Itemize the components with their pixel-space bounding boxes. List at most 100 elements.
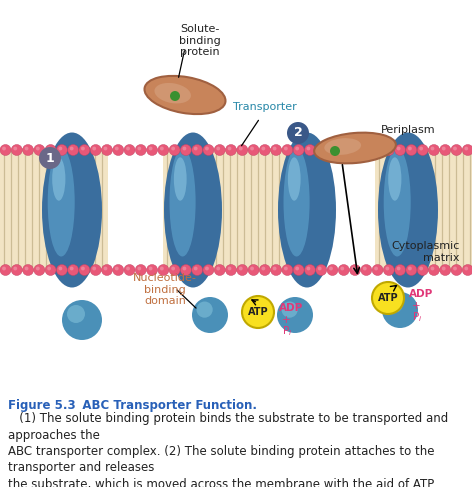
Ellipse shape	[388, 157, 401, 201]
Circle shape	[62, 300, 102, 340]
Circle shape	[47, 147, 51, 150]
Circle shape	[374, 147, 378, 150]
Circle shape	[386, 266, 389, 270]
Circle shape	[417, 145, 428, 155]
Circle shape	[81, 266, 85, 270]
Circle shape	[56, 264, 67, 276]
Circle shape	[47, 266, 51, 270]
Circle shape	[103, 266, 108, 270]
Circle shape	[464, 147, 468, 150]
Ellipse shape	[378, 132, 438, 287]
Circle shape	[90, 264, 101, 276]
Circle shape	[126, 147, 130, 150]
Circle shape	[440, 145, 451, 155]
Ellipse shape	[48, 148, 75, 257]
Circle shape	[464, 266, 468, 270]
Circle shape	[442, 266, 446, 270]
Text: Figure 5.3: Figure 5.3	[8, 399, 76, 412]
Circle shape	[149, 266, 152, 270]
Circle shape	[228, 266, 231, 270]
Circle shape	[338, 264, 349, 276]
Text: 2: 2	[294, 127, 303, 139]
Circle shape	[214, 264, 225, 276]
Circle shape	[306, 147, 311, 150]
Circle shape	[126, 266, 130, 270]
Circle shape	[261, 266, 265, 270]
Circle shape	[237, 145, 248, 155]
Circle shape	[295, 266, 299, 270]
Circle shape	[36, 266, 40, 270]
Circle shape	[192, 145, 202, 155]
Circle shape	[250, 147, 254, 150]
Circle shape	[113, 264, 124, 276]
Circle shape	[304, 264, 315, 276]
Circle shape	[329, 266, 333, 270]
Circle shape	[419, 266, 423, 270]
Circle shape	[147, 145, 158, 155]
Circle shape	[408, 266, 412, 270]
Circle shape	[194, 266, 198, 270]
Circle shape	[395, 145, 405, 155]
Circle shape	[440, 264, 451, 276]
Text: Periplasm: Periplasm	[380, 125, 435, 135]
Circle shape	[92, 147, 96, 150]
Circle shape	[226, 264, 236, 276]
Circle shape	[396, 266, 401, 270]
Circle shape	[372, 264, 383, 276]
Circle shape	[113, 145, 124, 155]
Text: +: +	[412, 301, 421, 311]
Ellipse shape	[144, 76, 226, 114]
Circle shape	[350, 264, 361, 276]
Bar	[375, 148, 472, 272]
Circle shape	[395, 264, 405, 276]
Circle shape	[406, 264, 417, 276]
Circle shape	[329, 147, 333, 150]
Ellipse shape	[288, 157, 301, 201]
Circle shape	[25, 147, 28, 150]
Circle shape	[242, 296, 274, 328]
Circle shape	[158, 145, 169, 155]
Circle shape	[124, 145, 135, 155]
Ellipse shape	[169, 148, 195, 257]
Circle shape	[338, 145, 349, 155]
Circle shape	[408, 147, 412, 150]
Circle shape	[453, 266, 457, 270]
Circle shape	[205, 266, 209, 270]
Circle shape	[101, 264, 112, 276]
Circle shape	[350, 145, 361, 155]
Circle shape	[374, 266, 378, 270]
Circle shape	[183, 147, 186, 150]
Circle shape	[330, 146, 340, 156]
Text: ATP: ATP	[378, 293, 398, 303]
Circle shape	[250, 266, 254, 270]
Circle shape	[406, 145, 417, 155]
Circle shape	[216, 147, 220, 150]
Circle shape	[170, 91, 180, 101]
Text: +: +	[282, 315, 291, 325]
Circle shape	[281, 301, 298, 318]
Circle shape	[259, 145, 270, 155]
Circle shape	[25, 266, 28, 270]
Circle shape	[396, 147, 401, 150]
Circle shape	[135, 264, 146, 276]
Circle shape	[318, 147, 321, 150]
Ellipse shape	[154, 83, 191, 103]
Circle shape	[70, 147, 74, 150]
Circle shape	[180, 264, 192, 276]
Text: Cytoplasmic
matrix: Cytoplasmic matrix	[392, 241, 460, 263]
Circle shape	[382, 292, 418, 328]
Circle shape	[23, 145, 34, 155]
Ellipse shape	[278, 132, 336, 287]
Circle shape	[429, 264, 439, 276]
Circle shape	[304, 145, 315, 155]
Circle shape	[137, 147, 141, 150]
Circle shape	[13, 147, 17, 150]
Circle shape	[316, 264, 327, 276]
Circle shape	[11, 145, 22, 155]
Circle shape	[429, 145, 439, 155]
Circle shape	[23, 264, 34, 276]
Ellipse shape	[314, 132, 396, 163]
Circle shape	[160, 147, 164, 150]
Circle shape	[327, 264, 338, 276]
Bar	[0, 148, 108, 272]
